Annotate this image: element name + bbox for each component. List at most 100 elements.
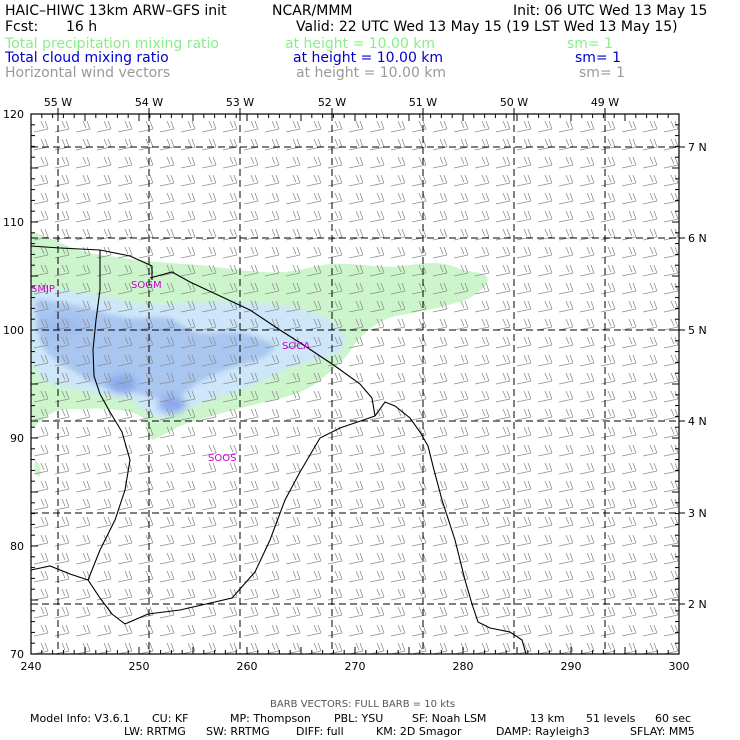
wind-barb bbox=[180, 624, 196, 637]
wind-barb bbox=[180, 408, 196, 421]
wind-barb bbox=[390, 264, 406, 277]
wind-barb bbox=[138, 624, 154, 637]
sw-scheme: SW: RRTMG bbox=[206, 725, 270, 738]
wind-barb bbox=[537, 174, 553, 187]
wind-barb bbox=[453, 372, 469, 385]
wind-barb bbox=[369, 156, 385, 169]
wind-barb bbox=[621, 174, 637, 187]
wind-barb bbox=[327, 120, 343, 133]
barb-legend: BARB VECTORS: FULL BARB = 10 kts bbox=[270, 699, 456, 710]
wind-barb bbox=[180, 390, 196, 403]
wind-barb bbox=[222, 192, 238, 205]
wind-barb bbox=[348, 498, 364, 511]
wind-barb bbox=[306, 426, 322, 439]
y-tick-label: 90 bbox=[10, 432, 24, 445]
wind-barb bbox=[600, 534, 616, 547]
wind-barb bbox=[411, 192, 427, 205]
wind-barb bbox=[327, 480, 343, 493]
wind-barb bbox=[411, 210, 427, 223]
wind-barb bbox=[663, 480, 679, 493]
wind-barb bbox=[642, 282, 658, 295]
wind-barb bbox=[222, 426, 238, 439]
wind-barb bbox=[579, 336, 595, 349]
wind-barb bbox=[285, 192, 301, 205]
wind-barb bbox=[117, 390, 133, 403]
wind-barb bbox=[285, 480, 301, 493]
wind-barb bbox=[264, 120, 280, 133]
wind-barb bbox=[117, 138, 133, 151]
wind-barb bbox=[579, 606, 595, 619]
wind-barb bbox=[285, 516, 301, 529]
wind-barb bbox=[201, 480, 217, 493]
wind-barb bbox=[411, 138, 427, 151]
wind-barb bbox=[201, 624, 217, 637]
wind-barb bbox=[495, 300, 511, 313]
wind-barb bbox=[558, 552, 574, 565]
wind-barb bbox=[558, 426, 574, 439]
wind-barb-layer bbox=[33, 120, 679, 654]
wind-barb bbox=[306, 336, 322, 349]
wind-barb bbox=[348, 354, 364, 367]
wind-barb bbox=[495, 246, 511, 259]
wind-barb bbox=[159, 552, 175, 565]
wind-barb bbox=[96, 300, 112, 313]
wind-barb bbox=[600, 210, 616, 223]
wind-barb bbox=[285, 246, 301, 259]
model-title: HAIC–HIWC 13km ARW–GFS init bbox=[5, 3, 227, 19]
wind-barb bbox=[432, 318, 448, 331]
wind-barb bbox=[348, 606, 364, 619]
y-tick-label: 120 bbox=[3, 108, 24, 121]
wind-barb bbox=[663, 462, 679, 475]
valid-time: Valid: 22 UTC Wed 13 May 15 (19 LST Wed … bbox=[296, 19, 678, 35]
wind-barb bbox=[327, 570, 343, 583]
wind-barb bbox=[96, 354, 112, 367]
wind-barb bbox=[348, 246, 364, 259]
wind-barb bbox=[201, 210, 217, 223]
wind-barb bbox=[348, 138, 364, 151]
pbl-scheme: PBL: YSU bbox=[334, 712, 384, 725]
wind-barb bbox=[96, 120, 112, 133]
wind-barb bbox=[369, 336, 385, 349]
wind-barb bbox=[54, 516, 70, 529]
wind-barb bbox=[180, 534, 196, 547]
wind-barb bbox=[327, 372, 343, 385]
y-tick-label: 100 bbox=[3, 324, 24, 337]
wind-barb bbox=[558, 192, 574, 205]
wind-barb bbox=[306, 390, 322, 403]
wind-barb bbox=[621, 552, 637, 565]
wind-barb bbox=[180, 282, 196, 295]
wind-barb bbox=[180, 570, 196, 583]
wind-barb bbox=[432, 264, 448, 277]
wind-barb bbox=[180, 210, 196, 223]
y-tick-label: 70 bbox=[10, 648, 24, 661]
wind-barb bbox=[663, 588, 679, 601]
wind-barb bbox=[642, 534, 658, 547]
wind-barb bbox=[600, 570, 616, 583]
wind-barb bbox=[558, 246, 574, 259]
wind-barb bbox=[33, 642, 49, 654]
wind-barb bbox=[348, 516, 364, 529]
wind-barb bbox=[75, 210, 91, 223]
wind-barb bbox=[264, 408, 280, 421]
wind-barb bbox=[75, 624, 91, 637]
lon-label: 54 W bbox=[135, 96, 163, 109]
wind-barb bbox=[369, 264, 385, 277]
wind-barb bbox=[432, 372, 448, 385]
wind-barb bbox=[453, 408, 469, 421]
wind-barb bbox=[54, 282, 70, 295]
wind-barb bbox=[516, 426, 532, 439]
wind-barb bbox=[621, 516, 637, 529]
wind-barb bbox=[117, 174, 133, 187]
lat-label: 4 N bbox=[688, 415, 707, 428]
wind-barb bbox=[621, 444, 637, 457]
wind-barb bbox=[348, 156, 364, 169]
wind-barb bbox=[579, 624, 595, 637]
wind-barb bbox=[537, 606, 553, 619]
wind-barb bbox=[663, 300, 679, 313]
x-tick-label: 270 bbox=[345, 660, 366, 673]
wind-barb bbox=[222, 444, 238, 457]
wind-barb bbox=[390, 606, 406, 619]
wind-barb bbox=[642, 588, 658, 601]
wind-barb bbox=[453, 138, 469, 151]
